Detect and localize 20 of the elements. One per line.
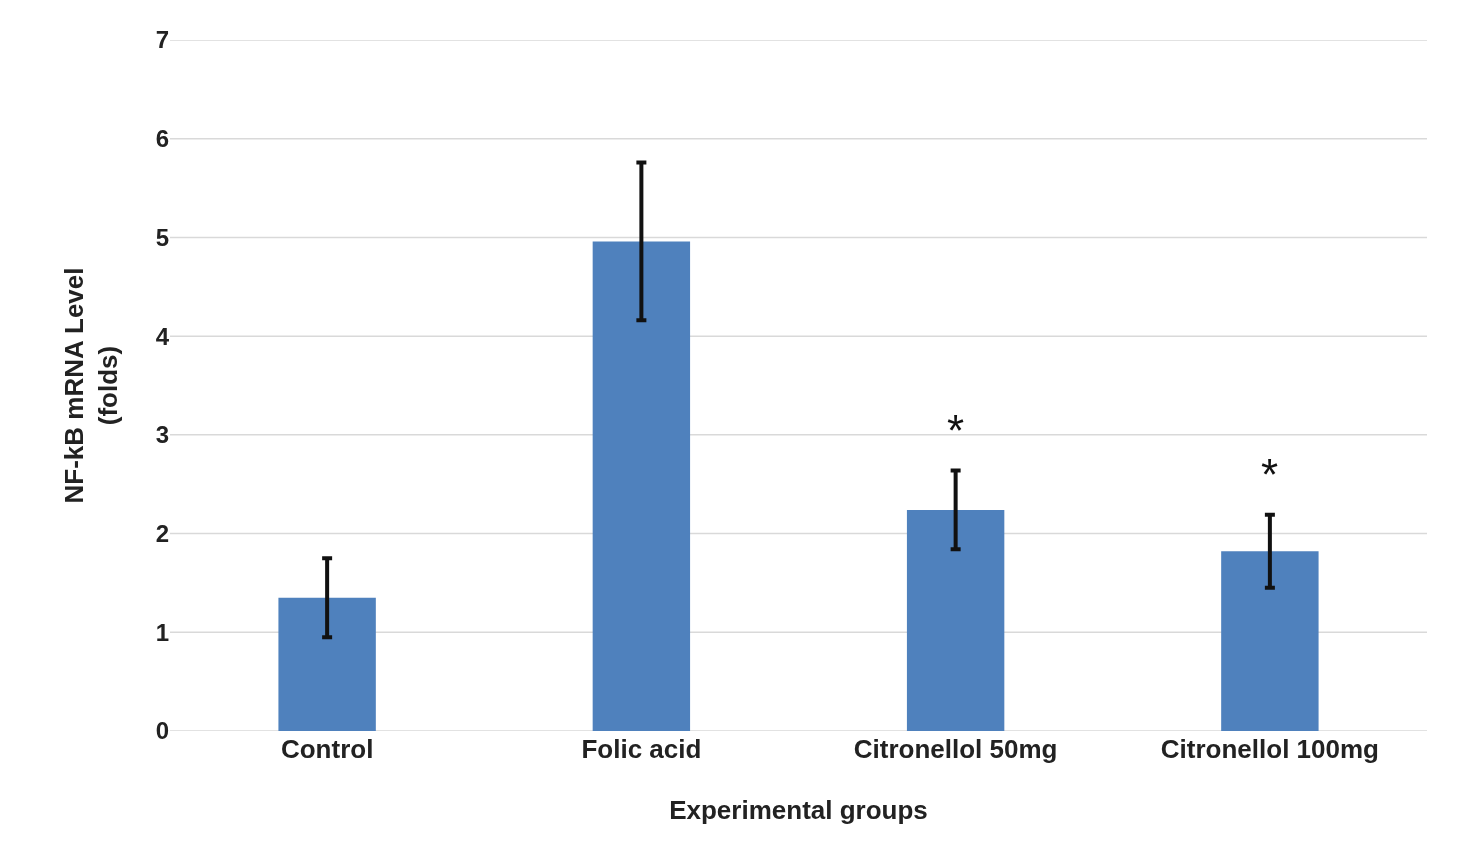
y-tick-label: 3 bbox=[155, 421, 169, 449]
y-tick-label: 0 bbox=[155, 717, 169, 745]
x-tick-label: Folic acid bbox=[581, 734, 702, 764]
y-axis-title: NF-kB mRNA Level (folds) bbox=[59, 267, 124, 504]
bar bbox=[278, 597, 376, 731]
y-tick-label: 6 bbox=[155, 125, 169, 153]
bar bbox=[906, 509, 1005, 731]
bar bbox=[1221, 551, 1319, 731]
y-tick-label: 4 bbox=[155, 322, 170, 350]
annotation: * bbox=[1261, 450, 1279, 499]
y-tick-label: 1 bbox=[155, 618, 169, 646]
x-tick-label: Citronellol 100mg bbox=[1160, 734, 1379, 764]
bar bbox=[592, 241, 691, 731]
x-axis-title: Experimental groups bbox=[669, 795, 928, 825]
x-tick-label: Citronellol 50mg bbox=[853, 734, 1058, 764]
y-tick-label: 2 bbox=[155, 519, 169, 547]
y-tick-label: 7 bbox=[155, 26, 169, 54]
x-tick-label: Control bbox=[280, 734, 374, 764]
annotation: * bbox=[947, 406, 965, 455]
y-tick-label: 5 bbox=[155, 223, 169, 251]
